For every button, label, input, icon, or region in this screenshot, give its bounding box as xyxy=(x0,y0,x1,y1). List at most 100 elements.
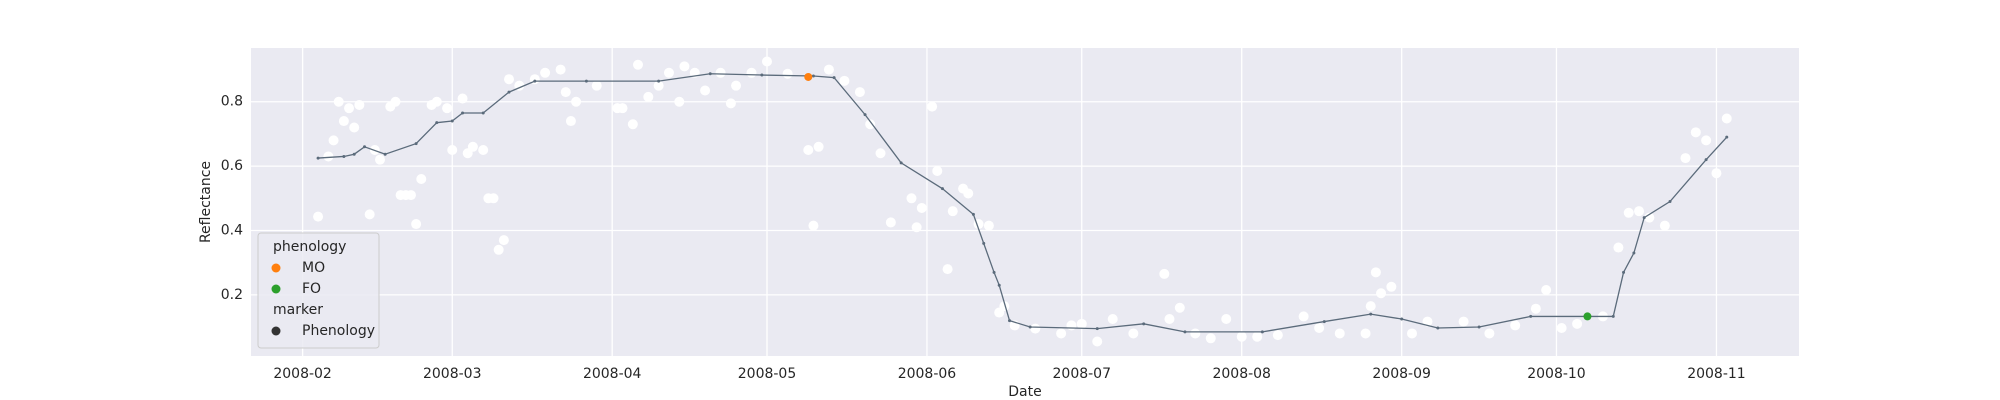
observation-point xyxy=(1164,313,1175,324)
observation-point xyxy=(927,101,938,112)
observation-point xyxy=(1076,318,1087,329)
fit-point xyxy=(1642,216,1646,220)
legend-marker xyxy=(271,326,281,336)
fit-point xyxy=(760,73,764,77)
fit-point xyxy=(832,76,836,80)
legend-marker xyxy=(271,284,281,294)
observation-point xyxy=(1030,323,1041,334)
fit-point xyxy=(461,111,465,115)
observation-point xyxy=(488,193,499,204)
y-tick-label: 0.2 xyxy=(221,287,243,303)
observation-point xyxy=(803,145,814,156)
fit-point xyxy=(1668,200,1672,204)
fit-point xyxy=(316,156,320,160)
observation-point xyxy=(983,220,994,231)
observation-point xyxy=(643,91,654,102)
legend-label: MO xyxy=(302,260,325,276)
observation-point xyxy=(349,122,360,133)
observation-point xyxy=(364,209,375,220)
observation-point xyxy=(323,151,334,162)
observation-point xyxy=(885,217,896,228)
observation-point xyxy=(338,116,349,127)
observation-point xyxy=(731,80,742,91)
fit-point xyxy=(584,79,588,83)
observation-point xyxy=(906,193,917,204)
x-tick-label: 2008-03 xyxy=(423,366,482,382)
observation-point xyxy=(1174,302,1185,313)
observation-point xyxy=(1252,331,1263,342)
fit-point xyxy=(533,79,537,83)
observation-point xyxy=(1298,311,1309,322)
observation-point xyxy=(555,64,566,75)
fit-point xyxy=(940,187,944,191)
observation-point xyxy=(1721,113,1732,124)
observation-point xyxy=(1159,268,1170,279)
observation-point xyxy=(746,67,757,78)
legend-label: Phenology xyxy=(302,323,375,339)
observation-point xyxy=(457,93,468,104)
x-tick-label: 2008-08 xyxy=(1212,366,1271,382)
x-tick-label: 2008-10 xyxy=(1527,366,1586,382)
y-tick-label: 0.8 xyxy=(221,94,243,110)
x-axis-label: Date xyxy=(1008,384,1041,400)
observation-point xyxy=(1690,127,1701,138)
observation-point xyxy=(782,68,793,79)
fit-point xyxy=(450,119,454,123)
legend-box xyxy=(257,232,380,349)
observation-point xyxy=(1530,303,1541,314)
fit-point xyxy=(971,212,975,216)
observation-point xyxy=(911,222,922,233)
observation-point xyxy=(700,85,711,96)
observation-point xyxy=(1644,212,1655,223)
observation-point xyxy=(725,98,736,109)
fit-point xyxy=(435,121,439,125)
observation-point xyxy=(1634,206,1645,217)
observation-point xyxy=(1701,135,1712,146)
plot-background xyxy=(251,48,1799,356)
observation-point xyxy=(1484,328,1495,339)
fit-point xyxy=(352,152,356,156)
observation-point xyxy=(1680,153,1691,164)
fit-point xyxy=(997,283,1001,287)
observation-point xyxy=(854,87,865,98)
fit-point xyxy=(1322,320,1326,324)
observation-point xyxy=(813,141,824,152)
observation-point xyxy=(1711,168,1722,179)
observation-point xyxy=(354,99,365,110)
observation-point xyxy=(1360,328,1371,339)
observation-point xyxy=(999,301,1010,312)
fit-point xyxy=(1183,330,1187,334)
fit-point xyxy=(982,241,986,245)
observation-point xyxy=(493,244,504,255)
observation-point xyxy=(565,116,576,127)
fit-point xyxy=(342,154,346,158)
observation-point xyxy=(375,154,385,165)
x-tick-label: 2008-09 xyxy=(1372,366,1431,382)
observation-point xyxy=(715,67,726,78)
fit-point xyxy=(1008,319,1012,323)
x-tick-label: 2008-05 xyxy=(738,366,797,382)
y-axis-label: Reflectance xyxy=(198,161,214,243)
observation-point xyxy=(498,235,509,246)
fit-point xyxy=(414,142,418,146)
observation-point xyxy=(1365,301,1376,312)
observation-point xyxy=(1376,288,1387,299)
legend: phenology MO FO marker Phenology xyxy=(257,232,380,349)
fit-point xyxy=(811,74,815,78)
observation-point xyxy=(762,56,772,67)
y-tick-label: 0.4 xyxy=(221,222,243,238)
fit-point xyxy=(1622,270,1626,274)
fit-point xyxy=(1095,327,1099,331)
observation-point xyxy=(1458,316,1469,327)
observation-point xyxy=(1190,328,1201,339)
legend-marker xyxy=(271,263,281,273)
observation-point xyxy=(1659,220,1670,231)
observation-point xyxy=(431,96,442,107)
observation-point xyxy=(839,75,850,86)
observation-point xyxy=(932,165,943,176)
fit-point xyxy=(1704,158,1708,162)
observation-point xyxy=(1370,267,1381,278)
fit-point xyxy=(1260,330,1264,334)
observation-point xyxy=(1272,330,1283,341)
